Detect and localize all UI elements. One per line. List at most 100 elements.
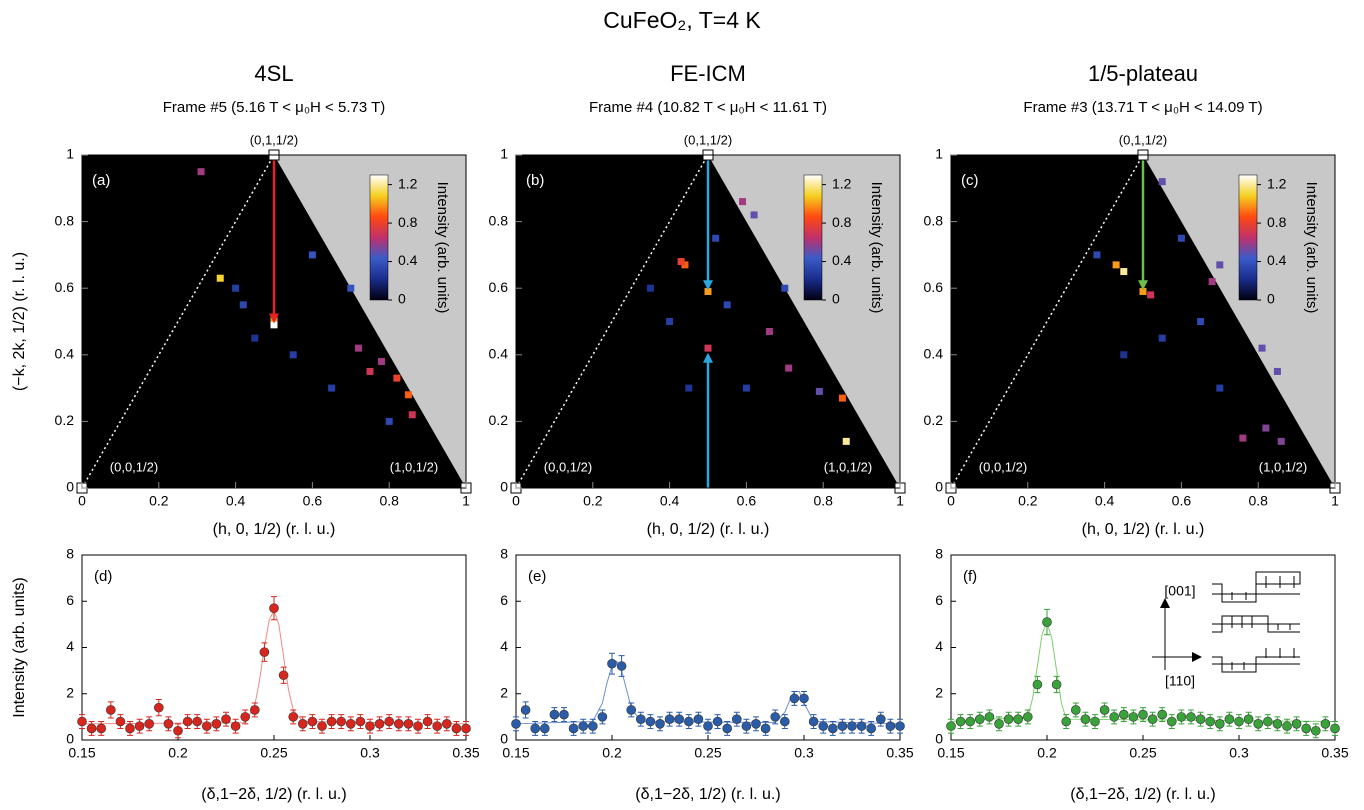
- data-point: [616, 661, 627, 671]
- x-tick-label: 0: [512, 493, 520, 509]
- heat-cell: [765, 327, 773, 335]
- y-tick-label: 8: [66, 546, 74, 562]
- data-point: [134, 721, 145, 731]
- x-axis-label: (h, 0, 1/2) (r. l. u.): [213, 521, 336, 538]
- data-point: [1090, 716, 1100, 727]
- data-point: [441, 719, 452, 729]
- data-point: [837, 721, 848, 731]
- data-point: [946, 721, 956, 731]
- data-point: [307, 716, 318, 727]
- colorbar: [369, 174, 389, 301]
- y-tick-label: 0.6: [55, 279, 75, 295]
- data-point: [115, 716, 126, 727]
- data-point: [539, 723, 550, 734]
- x-tick-label: 0.4: [660, 493, 680, 509]
- data-point: [365, 721, 375, 731]
- heat-cell: [385, 417, 393, 425]
- panel-subtitle: Frame #5 (5.16 T < μ₀H < 5.73 T): [163, 99, 385, 116]
- data-point: [1032, 679, 1043, 690]
- excluded-region: [274, 155, 466, 488]
- heat-cell: [216, 274, 224, 282]
- heat-cell: [815, 387, 823, 395]
- data-point: [1099, 705, 1110, 715]
- data-point: [827, 723, 838, 734]
- data-point: [974, 714, 985, 724]
- data-point: [451, 723, 462, 734]
- data-point: [288, 712, 299, 722]
- data-point: [994, 719, 1004, 729]
- data-point: [789, 693, 800, 704]
- data-point: [674, 714, 685, 724]
- y-axis-label: Intensity (arb. units): [11, 577, 28, 718]
- data-point: [1128, 712, 1139, 722]
- data-point: [955, 716, 966, 727]
- data-point: [1147, 714, 1158, 724]
- x-tick-label: 0.35: [1321, 745, 1348, 761]
- x-tick-label: 0.25: [260, 745, 287, 761]
- data-point: [269, 603, 279, 613]
- data-point: [96, 723, 106, 734]
- heat-cell: [842, 437, 850, 445]
- colorbar-tick-label: 0.4: [832, 252, 852, 268]
- x-tick-label: 1: [462, 493, 470, 509]
- panel-label: (a): [92, 172, 110, 189]
- data-point: [1042, 617, 1052, 627]
- x-axis-label: (δ,1−2δ, 1/2) (r. l. u.): [1070, 786, 1215, 803]
- corner-label: (0,1,1/2): [684, 132, 732, 147]
- data-point: [799, 693, 809, 704]
- x-tick-label: 0.15: [68, 745, 95, 761]
- data-point: [559, 709, 569, 720]
- data-point: [336, 716, 347, 727]
- data-point: [1234, 716, 1244, 727]
- colorbar-tick-label: 0.8: [832, 214, 852, 230]
- x-tick-label: 0.6: [737, 493, 757, 509]
- data-point: [1301, 723, 1311, 734]
- data-point: [578, 721, 589, 731]
- heat-cell: [1112, 261, 1120, 269]
- colorbar-tick-label: 1.2: [1267, 175, 1287, 191]
- y-axis-label: (−k, 2k, 1/2) (r. l. u.): [11, 252, 28, 391]
- data-point: [626, 705, 637, 715]
- inset-label: [110]: [1165, 673, 1195, 689]
- y-tick-label: 0.2: [924, 412, 944, 428]
- colorbar-tick-label: 0.4: [1267, 252, 1287, 268]
- data-point: [317, 721, 327, 731]
- heat-cell: [785, 364, 793, 372]
- data-point: [355, 716, 366, 727]
- data-point: [549, 709, 560, 720]
- data-point: [77, 716, 87, 727]
- heat-cell: [1216, 261, 1224, 269]
- heat-cell: [1093, 251, 1101, 259]
- data-point: [297, 719, 308, 729]
- figure-title: CuFeO₂, T=4 K: [603, 7, 761, 33]
- corner-label: (0,0,1/2): [979, 459, 1027, 474]
- data-point: [461, 723, 471, 734]
- y-tick-label: 8: [500, 546, 508, 562]
- data-point: [664, 714, 675, 724]
- data-point: [1003, 714, 1014, 724]
- colorbar-tick-label: 1.2: [398, 175, 418, 191]
- heat-cell: [1147, 291, 1155, 299]
- excluded-region: [708, 155, 900, 488]
- x-axis-label: (h, 0, 1/2) (r. l. u.): [1082, 521, 1205, 538]
- data-point: [683, 716, 694, 727]
- data-point: [511, 719, 521, 729]
- heat-cell: [393, 374, 401, 382]
- data-point: [230, 721, 241, 731]
- heat-cell: [366, 367, 374, 375]
- data-point: [1330, 723, 1340, 734]
- heat-cell: [1258, 344, 1266, 352]
- data-point: [984, 712, 995, 722]
- heat-cell: [742, 384, 750, 392]
- data-point: [1282, 721, 1292, 731]
- x-tick-label: 0.15: [502, 745, 529, 761]
- y-tick-label: 0: [500, 479, 508, 495]
- y-tick-label: 1: [935, 146, 943, 162]
- corner-label: (0,0,1/2): [544, 459, 592, 474]
- axes-frame: [515, 554, 901, 741]
- data-point: [1224, 714, 1235, 724]
- x-tick-label: 0.2: [1018, 493, 1038, 509]
- data-point: [847, 721, 857, 731]
- spin-inset: [1152, 571, 1301, 673]
